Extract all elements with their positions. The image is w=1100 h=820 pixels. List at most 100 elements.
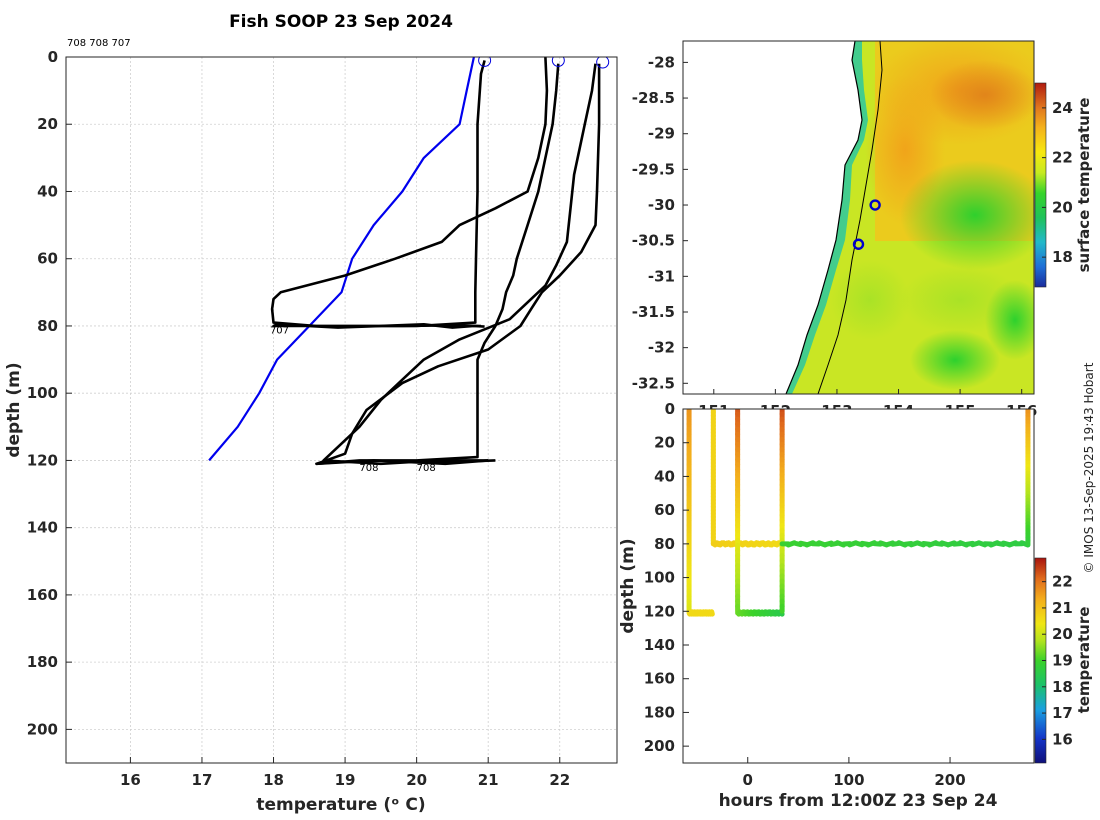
sst-colorbar-label: surface temperature xyxy=(1075,98,1093,273)
profiles-x-tick-label: 19 xyxy=(335,771,356,789)
temperature-colorbar-tick-label: 22 xyxy=(1052,573,1073,591)
profiles-y-tick-label: 0 xyxy=(48,48,58,66)
profiles-y-tick-label: 120 xyxy=(27,451,58,469)
map-hot-core xyxy=(930,60,1034,130)
temperature-colorbar-label: temperature xyxy=(1075,607,1093,714)
track-segment-piece xyxy=(709,609,715,617)
profiles-x-axis-label: temperature (ᵒ C) xyxy=(256,795,425,815)
map-coastal-water xyxy=(786,41,868,394)
temperature-colorbar-tick-label: 21 xyxy=(1052,599,1073,617)
temperature-colorbar-tick-label: 20 xyxy=(1052,625,1073,643)
profiles-plot-area xyxy=(66,57,617,763)
track-x-tick-label: 200 xyxy=(934,771,965,789)
sst-colorbar-tick-label: 18 xyxy=(1052,248,1073,266)
profiles-y-tick-label: 80 xyxy=(37,317,58,335)
track-y-tick-label: 80 xyxy=(654,535,675,553)
copyright-notice: © IMOS 13-Sep-2025 19:43 Hobart xyxy=(1082,362,1096,573)
profiles-x-tick-label: 16 xyxy=(120,771,141,789)
profiles-y-tick-label: 100 xyxy=(27,384,58,402)
map-shelf-region xyxy=(830,260,910,340)
track-panel: 0 100 200 0 20 40 60 80 100 120 140 160 180 200 hours… xyxy=(618,400,1093,811)
map-y-tick-label: -31.5 xyxy=(632,303,675,321)
track-axes-box xyxy=(682,408,1035,764)
map-panel: 151152153154155156-28-28.5-29-29.5-30-30… xyxy=(632,40,1093,420)
track-y-tick-label: 120 xyxy=(644,602,675,620)
temperature-colorbar-tick-label: 18 xyxy=(1052,678,1073,696)
profile-annotation: 707 xyxy=(270,325,289,336)
map-y-tick-label: -32 xyxy=(648,339,675,357)
map-markers xyxy=(852,199,881,250)
track-y-tick-label: 0 xyxy=(665,400,675,418)
map-y-tick-label: -30.5 xyxy=(632,232,675,250)
track-y-tick-label: 180 xyxy=(644,703,675,721)
map-y-tick-label: -28 xyxy=(648,53,675,71)
sst-colorbar-tick-label: 20 xyxy=(1052,198,1073,216)
track-y-axis-label: depth (m) xyxy=(618,538,638,633)
profile-annotation: 708 xyxy=(359,463,378,474)
surface-marker xyxy=(551,57,565,67)
surface-marker xyxy=(478,57,492,67)
track-plot-area xyxy=(683,409,1034,763)
profiles-x-tick-label: 17 xyxy=(192,771,213,789)
track-y-tick-label: 60 xyxy=(654,501,675,519)
sst-colorbar-ticks: 18 20 22 24 xyxy=(1042,99,1073,266)
track-y-tick-label: 140 xyxy=(644,636,675,654)
map-profile-location xyxy=(869,199,881,211)
profiles-y-tick-label: 180 xyxy=(27,653,58,671)
track-x-tick-label: 100 xyxy=(833,771,864,789)
profiles-annotations: 707 708 708 xyxy=(270,325,436,474)
profiles-y-tick-label: 20 xyxy=(37,115,58,133)
profiles-x-tick-label: 18 xyxy=(263,771,284,789)
track-segments xyxy=(686,409,1031,617)
map-axes-box xyxy=(682,40,1035,395)
map-cool-south xyxy=(910,330,1000,390)
sst-colorbar-tick-label: 22 xyxy=(1052,149,1073,167)
map-y-tick-label: -29 xyxy=(648,125,675,143)
profiles-axes-box xyxy=(65,56,618,764)
profiles-series xyxy=(208,57,610,466)
profile-line-blue xyxy=(208,57,475,462)
profiles-y-tick-label: 200 xyxy=(27,720,58,738)
sst-colorbar-tick-label: 24 xyxy=(1052,99,1073,117)
map-y-tick-label: -28.5 xyxy=(632,89,675,107)
profiles-y-tick-label: 140 xyxy=(27,519,58,537)
profiles-x-tick-label: 20 xyxy=(406,771,427,789)
track-y-tick-label: 100 xyxy=(644,569,675,587)
map-y-tick-label: -29.5 xyxy=(632,160,675,178)
map-profile-location xyxy=(852,238,865,250)
profile-annotation: 708 xyxy=(417,463,436,474)
map-coastline xyxy=(785,41,863,394)
track-y-tick-label: 40 xyxy=(654,467,675,485)
temperature-colorbar-tick-label: 19 xyxy=(1052,652,1073,670)
surface-marker xyxy=(596,57,610,69)
temperature-colorbar-tick-label: 16 xyxy=(1052,730,1073,748)
profiles-x-tick-label: 21 xyxy=(478,771,499,789)
map-shelf-contour xyxy=(817,41,883,394)
map-field xyxy=(683,41,1034,394)
profile-line-5 xyxy=(315,63,601,466)
track-y-tick-label: 20 xyxy=(654,434,675,452)
temperature-colorbar-tick-label: 17 xyxy=(1052,704,1073,722)
profiles-y-tick-label: 60 xyxy=(37,250,58,268)
map-cool-eddy xyxy=(900,160,1034,270)
figure-title: Fish SOOP 23 Sep 2024 xyxy=(229,12,453,32)
track-x-tick-label: 0 xyxy=(743,771,753,789)
track-ticks: 0 100 200 0 20 40 60 80 100 120 140 160 180 200 xyxy=(644,400,966,789)
map-y-tick-label: -31 xyxy=(648,267,675,285)
profile-line-2 xyxy=(270,57,549,328)
map-cool-east xyxy=(985,280,1034,360)
profiles-grid xyxy=(66,56,617,763)
track-y-tick-label: 200 xyxy=(644,737,675,755)
profiles-y-axis-label: depth (m) xyxy=(4,362,24,457)
sst-colorbar xyxy=(1034,82,1047,288)
track-y-tick-label: 160 xyxy=(644,670,675,688)
profiles-ticks: 16 17 18 19 20 21 22 0 20 40 60 80 100 120 140 160 180 20… xyxy=(27,48,571,789)
profiles-x-tick-label: 22 xyxy=(549,771,570,789)
map-y-tick-label: -30 xyxy=(648,196,675,214)
profiles-y-tick-label: 160 xyxy=(27,586,58,604)
temperature-colorbar-ticks: 16 17 18 19 20 21 22 xyxy=(1042,573,1073,748)
track-x-axis-label: hours from 12:00Z 23 Sep 24 xyxy=(719,791,998,811)
profiles-y-tick-label: 40 xyxy=(37,182,58,200)
